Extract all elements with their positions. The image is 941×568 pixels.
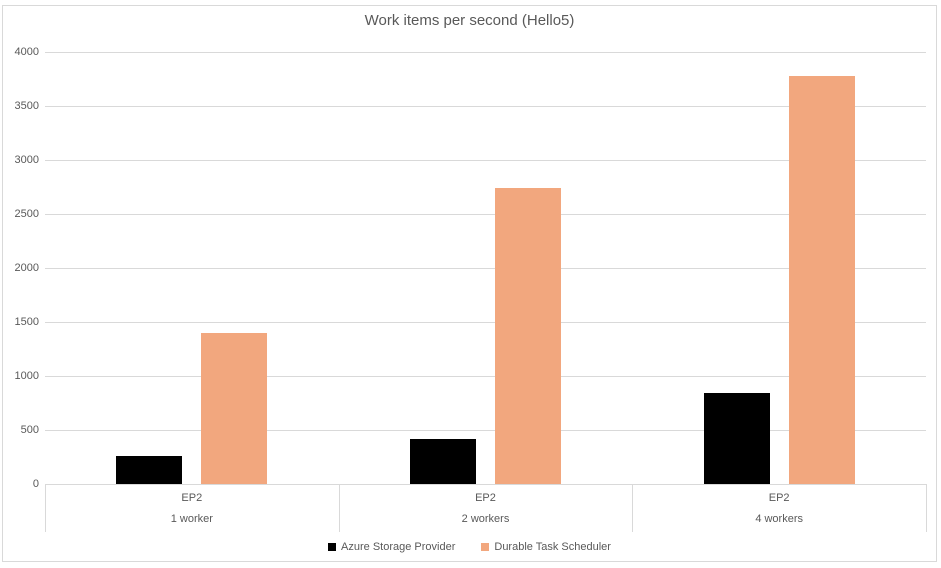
y-axis-tick-label: 3000: [14, 154, 39, 166]
bar-azure-storage-provider: [116, 455, 183, 484]
gridline: [45, 268, 926, 269]
category-separator: [926, 485, 927, 532]
y-axis-tick-label: 500: [20, 424, 39, 436]
legend-label: Durable Task Scheduler: [494, 541, 611, 553]
y-axis-tick-label: 1000: [14, 370, 39, 382]
category-cell: EP2 4 workers: [632, 485, 926, 532]
y-axis-tick-label: 2000: [14, 262, 39, 274]
y-axis-tick-label: 0: [32, 478, 39, 490]
legend-swatch-durable-task-scheduler: [481, 543, 490, 551]
bar-group: [45, 52, 339, 484]
category-label-secondary: 1 worker: [170, 513, 213, 525]
gridline: [45, 160, 926, 161]
category-label-primary: EP2: [768, 492, 790, 504]
category-label-primary: EP2: [181, 492, 203, 504]
bar-group: [339, 52, 633, 484]
legend-swatch-azure-storage-provider: [328, 543, 337, 551]
gridline: [45, 376, 926, 377]
gridline: [45, 52, 926, 53]
category-separator: [45, 485, 46, 532]
x-axis: EP2 1 worker EP2 2 workers EP2 4 workers: [45, 484, 927, 532]
gridline: [45, 214, 926, 215]
y-axis-tick-label: 2500: [14, 208, 39, 220]
gridline: [45, 430, 926, 431]
legend: Azure Storage Provider Durable Task Sched…: [3, 541, 936, 553]
category-separator: [338, 485, 340, 532]
category-separator: [632, 485, 634, 532]
category-cell: EP2 1 worker: [45, 485, 339, 532]
bar-durable-task-scheduler: [788, 75, 855, 484]
category-label-secondary: 2 workers: [461, 513, 510, 525]
y-axis-tick-label: 3500: [14, 100, 39, 112]
y-axis-tick-label: 4000: [14, 46, 39, 58]
bar-group: [632, 52, 926, 484]
bar-azure-storage-provider: [703, 393, 770, 484]
gridline: [45, 106, 926, 107]
category-label-secondary: 4 workers: [755, 513, 803, 525]
legend-label: Azure Storage Provider: [341, 541, 456, 553]
category-label-primary: EP2: [475, 492, 496, 504]
legend-item: Durable Task Scheduler: [481, 541, 611, 553]
bar-durable-task-scheduler: [494, 188, 561, 484]
bar-durable-task-scheduler: [201, 332, 268, 484]
legend-item: Azure Storage Provider: [328, 541, 455, 553]
category-cell: EP2 2 workers: [339, 485, 633, 532]
chart-frame: Work items per second (Hello5) 0 500 1000 1…: [2, 5, 937, 562]
chart-title: Work items per second (Hello5): [364, 12, 575, 29]
bar-azure-storage-provider: [409, 438, 476, 484]
gridline: [45, 322, 926, 323]
plot-area: [45, 52, 926, 484]
y-axis-tick-label: 1500: [14, 316, 39, 328]
